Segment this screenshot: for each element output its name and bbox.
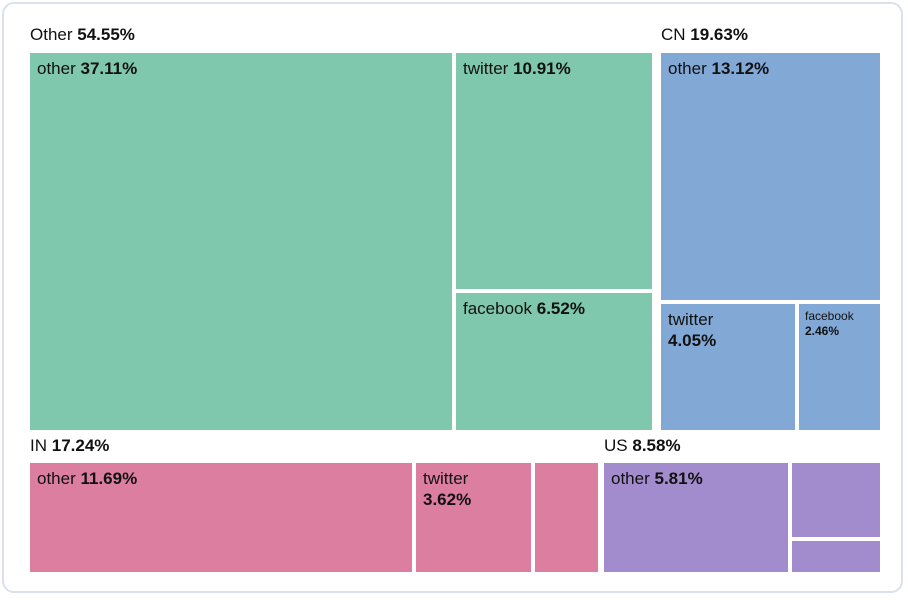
cell-value: 5.81% [654,469,703,488]
cell-value: 3.62% [423,490,472,509]
cell-us-unlabeled-bottom[interactable] [792,541,880,572]
group-value: 19.63% [690,25,748,44]
cell-label: other [37,59,76,78]
cell-other-other[interactable]: other 37.11% [30,53,452,430]
cell-us-unlabeled-top[interactable] [792,463,880,537]
group-name: Other [30,25,73,44]
cell-in-unlabeled[interactable] [535,463,598,572]
group-value: 17.24% [51,436,110,455]
group-name: IN [30,436,47,455]
cell-other-twitter[interactable]: twitter 10.91% [456,53,652,289]
group-label-other: Other 54.55% [30,24,135,45]
group-label-in: IN 17.24% [30,435,109,456]
group-name: US [604,436,628,455]
cell-us-other[interactable]: other 5.81% [604,463,788,572]
cell-label: twitter [463,59,509,78]
cell-label: other [611,469,650,488]
cell-value: 13.12% [711,59,770,78]
cell-value: 4.05% [668,331,717,350]
cell-value: 37.11% [80,59,138,78]
cell-value: 10.91% [513,59,571,78]
cell-value: 2.46% [805,324,840,338]
cell-label: other [668,59,707,78]
cell-label: facebook [463,299,532,318]
group-value: 54.55% [77,25,135,44]
cell-label: twitter [668,310,714,329]
cell-label: other [37,469,76,488]
cell-label: facebook [805,309,854,323]
cell-cn-twitter[interactable]: twitter 4.05% [661,304,795,430]
cell-in-twitter[interactable]: twitter 3.62% [416,463,531,572]
cell-cn-facebook[interactable]: facebook 2.46% [799,304,880,430]
group-name: CN [661,25,686,44]
cell-value: 6.52% [536,299,585,318]
cell-value: 11.69% [80,469,138,488]
cell-label: twitter [423,469,469,488]
group-value: 8.58% [632,436,681,455]
group-label-cn: CN 19.63% [661,24,748,45]
cell-cn-other[interactable]: other 13.12% [661,53,880,300]
cell-other-facebook[interactable]: facebook 6.52% [456,293,652,430]
cell-in-other[interactable]: other 11.69% [30,463,412,572]
group-label-us: US 8.58% [604,435,681,456]
